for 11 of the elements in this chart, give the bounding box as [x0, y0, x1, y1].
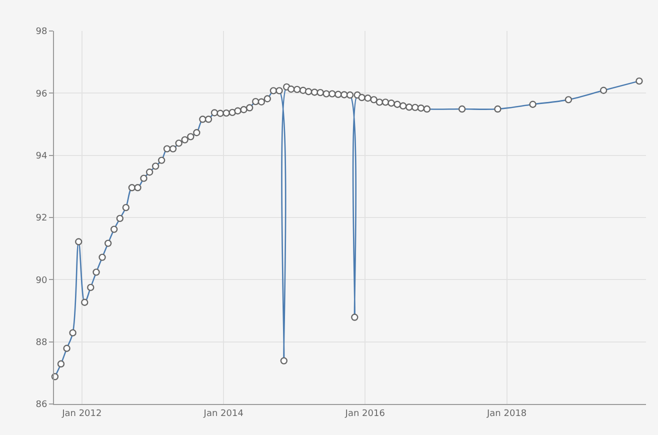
y-tick-label: 98: [36, 27, 48, 38]
y-tick-label: 92: [36, 214, 48, 224]
y-tick-label: 88: [36, 338, 48, 348]
y-tick-label: 94: [36, 151, 48, 162]
x-tick-label: Jan 2012: [61, 408, 102, 419]
y-tick-label: 96: [36, 89, 48, 100]
y-tick-label: 90: [36, 276, 48, 286]
x-tick-label: Jan 2018: [486, 408, 527, 419]
x-tick-label: Jan 2014: [202, 408, 244, 419]
y-tick-label: 86: [36, 400, 48, 410]
x-tick-label: Jan 2016: [344, 408, 386, 419]
